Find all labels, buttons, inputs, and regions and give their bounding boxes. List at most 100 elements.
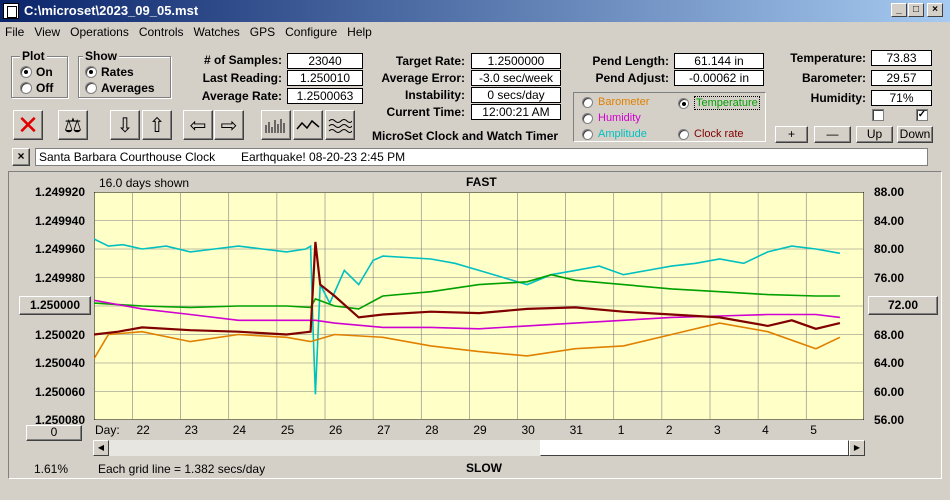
arrow-down-button[interactable]: ⇩ (110, 110, 140, 140)
balance-button[interactable]: ⚖ (58, 110, 88, 140)
plot-group-title: Plot (20, 49, 47, 63)
menu-help[interactable]: Help (347, 25, 372, 39)
scale-icon: ⚖ (64, 114, 82, 137)
app-title: MicroSet Clock and Watch Timer (372, 129, 559, 143)
scroll-left-arrow[interactable]: ◀ (93, 440, 109, 456)
radio-dot (85, 66, 97, 78)
horizontal-scrollbar[interactable]: ◀ ▶ (93, 440, 865, 456)
plot-on-radio[interactable]: On (20, 65, 53, 79)
plot-area (94, 192, 864, 420)
menu-controls[interactable]: Controls (138, 25, 184, 39)
plot-on-label: On (36, 65, 53, 79)
instability-field: 0 secs/day (471, 87, 561, 103)
minimize-button[interactable]: _ (891, 3, 907, 17)
sensor-clockrate-label: Clock rate (694, 128, 744, 140)
day-tick-label: 26 (329, 423, 343, 437)
pend-adjust-label: Pend Adjust: (595, 71, 669, 85)
clock-close-button[interactable]: × (12, 148, 30, 166)
percent-readout: 1.61% (34, 462, 69, 476)
menu-gps[interactable]: GPS (249, 25, 276, 39)
menu-file[interactable]: File (5, 25, 25, 39)
clock-note: Earthquake! 08-20-23 2:45 PM (241, 150, 406, 164)
menu-configure[interactable]: Configure (285, 25, 338, 39)
samples-field: 23040 (287, 53, 363, 69)
option-checkbox-2[interactable]: ✓ (916, 109, 928, 121)
plot-off-label: Off (36, 81, 54, 95)
plus-button[interactable]: + (775, 126, 808, 143)
zero-button[interactable]: 0 (26, 425, 82, 441)
y-right-tick-label: 68.00 (874, 327, 905, 342)
day-tick-label: 3 (714, 423, 721, 437)
y-right-tick-label: 64.00 (874, 356, 905, 370)
last-reading-field: 1.250010 (287, 70, 363, 86)
samples-label: # of Samples: (203, 53, 282, 67)
arrow-right-button[interactable]: ⇨ (214, 110, 244, 140)
up-button[interactable]: Up (856, 126, 893, 143)
plot-off-radio[interactable]: Off (20, 81, 53, 95)
chart-panel (8, 171, 942, 479)
sensor-humidity-radio[interactable]: Humidity (582, 112, 641, 124)
show-averages-radio[interactable]: Averages (85, 81, 155, 95)
show-rates-radio[interactable]: Rates (85, 65, 134, 79)
y-right-tick-label: 84.00 (874, 213, 905, 228)
window-title: C:\microset\2023_09_05.mst (24, 3, 199, 18)
show-averages-label: Averages (101, 81, 155, 95)
option-checkbox-1[interactable] (872, 109, 884, 121)
minus-button[interactable]: — (814, 126, 851, 143)
temperature-label: Temperature: (790, 51, 866, 65)
day-tick-label: 22 (136, 423, 150, 437)
radio-dot (582, 112, 593, 124)
pend-length-label: Pend Length: (592, 54, 669, 68)
current-time-field: 12:00:21 AM (471, 104, 561, 120)
menu-watches[interactable]: Watches (193, 25, 240, 39)
sensor-temperature-label: Temperature (694, 96, 760, 110)
bars-view-button[interactable] (261, 110, 291, 140)
day-tick-label: 1 (617, 423, 625, 437)
line-view-button[interactable] (293, 110, 323, 140)
show-group: Show Rates Averages (78, 49, 171, 98)
series-temperature (94, 273, 840, 310)
stop-button[interactable]: ✕ (13, 110, 43, 140)
sensor-amplitude-radio[interactable]: Amplitude (582, 128, 647, 140)
day-label: Day: (95, 423, 120, 437)
fast-label: FAST (466, 175, 497, 189)
y-right-tick-label: 60.00 (874, 384, 905, 399)
humidity-label: Humidity: (810, 91, 866, 105)
average-rate-field: 1.2500063 (287, 88, 363, 104)
menu-bar: File View Operations Controls Watches GPS Conf… (0, 22, 950, 42)
series-clock-rate (94, 241, 841, 336)
y-left-tick-label: 1.249960 (34, 242, 85, 256)
day-tick-label: 23 (184, 423, 198, 437)
scroll-right-arrow[interactable]: ▶ (849, 440, 865, 456)
close-button[interactable]: × (927, 3, 943, 17)
y-left-tick-label: 1.250060 (34, 384, 85, 399)
wave-view-button[interactable] (325, 110, 355, 140)
right-center-button[interactable]: 72.00 (868, 296, 938, 315)
title-bar: C:\microset\2023_09_05.mst _ □ × (0, 0, 950, 22)
menu-view[interactable]: View (34, 25, 61, 39)
series-humidity (94, 299, 840, 330)
maximize-button[interactable]: □ (908, 3, 924, 17)
down-button[interactable]: Down (897, 126, 933, 143)
sensor-temperature-radio[interactable]: Temperature (678, 96, 760, 110)
sensor-humidity-label: Humidity (598, 112, 641, 124)
show-group-title: Show (83, 49, 119, 63)
y-left-tick-label: 1.249980 (34, 270, 85, 285)
arrow-up-button[interactable]: ⇧ (142, 110, 172, 140)
arrow-left-button[interactable]: ⇦ (183, 110, 213, 140)
y-right-tick-label: 76.00 (874, 270, 905, 285)
left-center-button[interactable]: 1.250000 (19, 296, 91, 315)
clock-info-bar: Santa Barbara Courthouse Clock Earthquak… (35, 148, 928, 166)
sensor-amplitude-label: Amplitude (598, 128, 647, 140)
day-tick-label: 30 (521, 423, 535, 437)
target-rate-label: Target Rate: (395, 54, 465, 68)
average-error-label: Average Error: (381, 71, 465, 85)
radio-dot (582, 128, 593, 140)
clock-name: Santa Barbara Courthouse Clock (39, 150, 216, 164)
y-right-tick-label: 56.00 (874, 413, 905, 427)
sensor-barometer-radio[interactable]: Barometer (582, 96, 649, 108)
menu-operations[interactable]: Operations (70, 25, 129, 39)
arrow-up-icon: ⇧ (148, 114, 166, 137)
scroll-thumb[interactable] (540, 440, 849, 456)
sensor-clockrate-radio[interactable]: Clock rate (678, 128, 744, 140)
